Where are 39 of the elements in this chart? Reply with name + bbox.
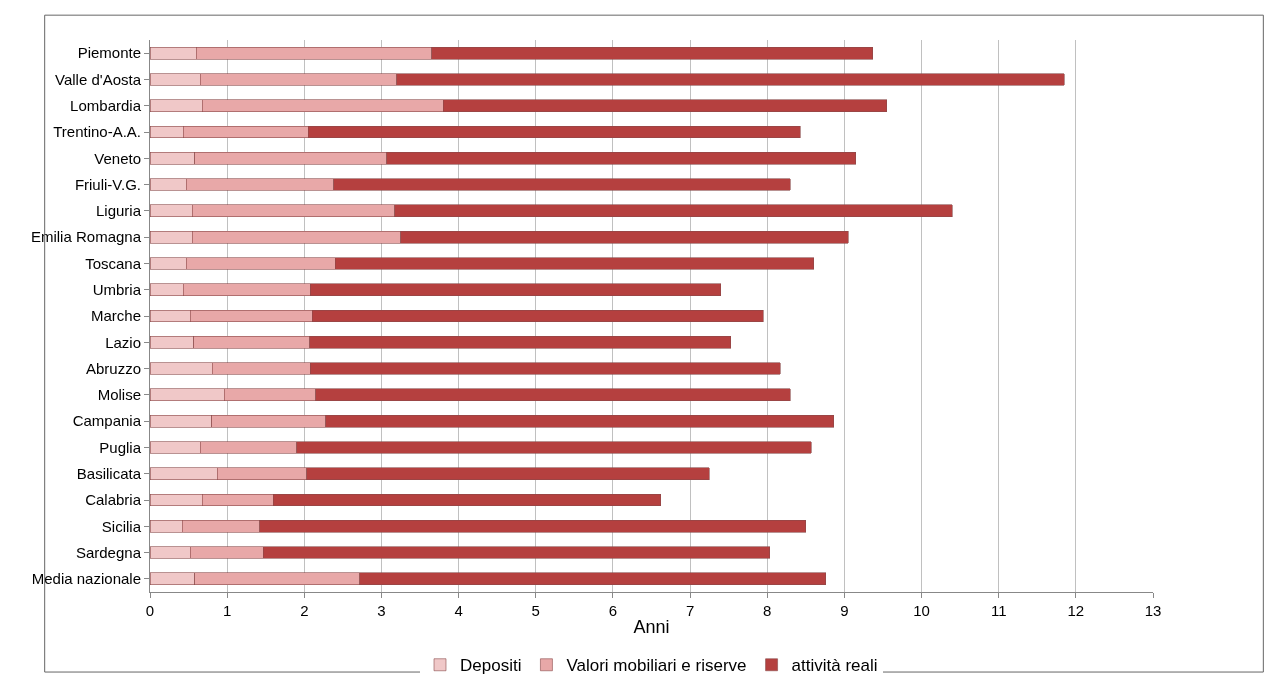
y-tick-label: Trentino-A.A. [53,123,141,141]
y-tick-label: Abruzzo [85,359,141,377]
y-tick-label: Campania [72,412,142,430]
legend-label: attività reali [791,656,878,676]
x-tick-label: 7 [685,602,695,619]
y-tick-label: Friuli-V.G. [74,175,141,193]
y-tick-label: Valle d'Aosta [55,70,142,88]
x-tick-label: 1 [222,602,232,619]
y-tick-label: Media nazionale [31,570,141,588]
y-tick-label: Lazio [105,333,141,351]
y-tick-label: Lombardia [70,96,142,114]
y-tick-label: Veneto [94,149,141,167]
y-tick-label: Toscana [85,254,142,272]
y-tick-label: Marche [90,307,141,325]
legend-label: Depositi [460,656,522,676]
y-tick-label: Basilicata [76,464,142,482]
x-tick-label: 4 [454,602,463,619]
y-tick-label: Umbria [92,280,142,298]
x-tick-label: 2 [300,602,309,619]
y-tick-label: Sardegna [75,543,142,561]
x-tick-label: 12 [1067,602,1085,619]
x-tick-label: 5 [531,602,540,619]
y-tick-label: Liguria [95,202,142,220]
x-tick-label: 0 [145,602,155,619]
x-tick-label: 8 [763,602,772,619]
x-tick-label: 6 [608,602,618,619]
x-tick-label: 10 [913,602,930,619]
legend-label: Valori mobiliari e riserve [566,656,747,676]
y-tick-label: Piemonte [77,44,141,62]
y-tick-label: Sicilia [101,517,142,535]
x-tick-label: 9 [840,602,849,619]
x-tick-label: 11 [990,602,1007,619]
y-tick-label: Molise [97,386,141,404]
y-tick-label: Emilia Romagna [30,228,142,246]
x-tick-label: 13 [1144,602,1162,619]
x-tick-label: 3 [377,602,386,619]
y-tick-label: Calabria [85,491,142,509]
y-tick-label: Puglia [99,438,142,456]
x-axis-title: Anni [633,617,670,638]
